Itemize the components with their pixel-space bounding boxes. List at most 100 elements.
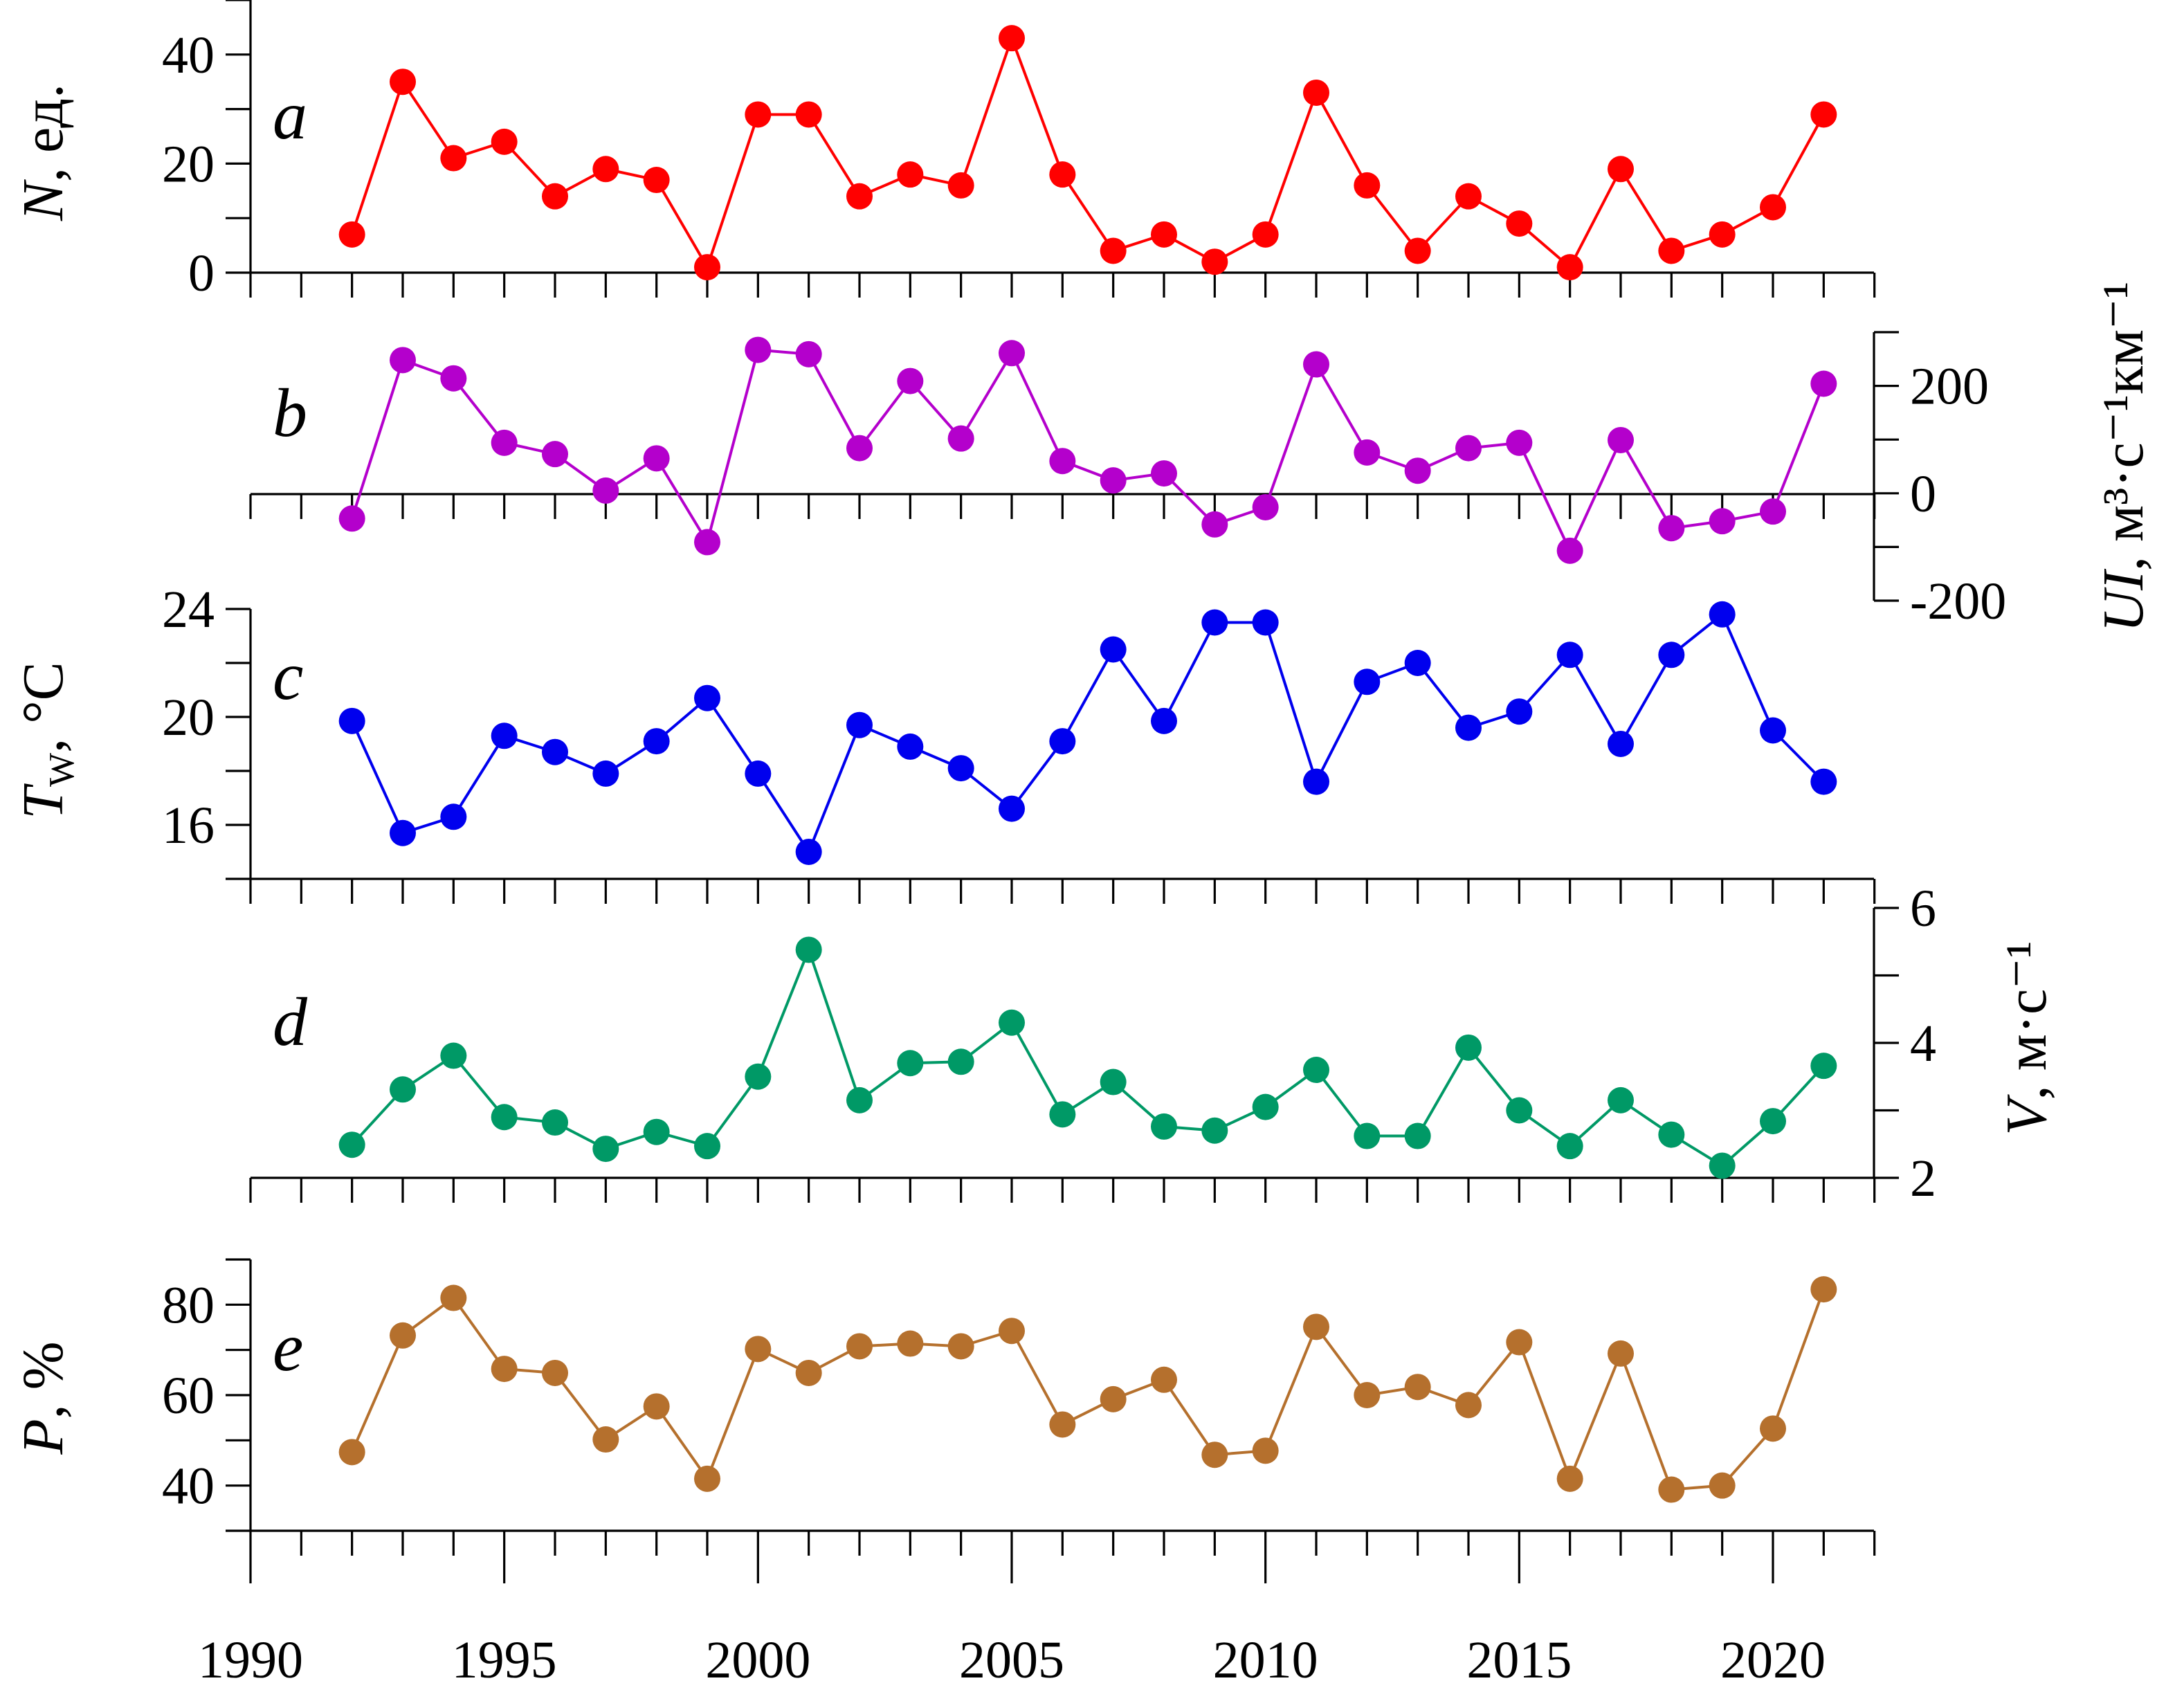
x-tick-label: 2000 — [705, 1631, 810, 1689]
data-point-d-2010 — [1252, 1093, 1279, 1120]
y-tick-label: -200 — [1910, 572, 2006, 630]
data-point-e-1997 — [592, 1426, 619, 1453]
data-point-a-2013 — [1404, 237, 1431, 264]
x-tick-label: 2020 — [1720, 1631, 1826, 1689]
data-point-b-2005 — [999, 340, 1025, 367]
series-line-e — [350, 1289, 1826, 1491]
y-axis-label: UI, м³·с⁻¹км⁻¹ — [2091, 281, 2156, 632]
data-point-e-1993 — [390, 1322, 416, 1349]
data-point-b-2015 — [1506, 429, 1533, 456]
data-point-b-2014 — [1455, 435, 1482, 462]
data-point-a-2019 — [1709, 221, 1736, 248]
data-point-a-2009 — [1201, 248, 1228, 275]
y-tick-label: 20 — [162, 135, 215, 193]
data-point-b-2018 — [1658, 515, 1685, 542]
panel-a: 0 20 40 N, ед. a — [11, 0, 1876, 302]
y-tick-label: 20 — [162, 689, 215, 747]
series-line-b — [350, 348, 1826, 554]
data-point-c-2019 — [1709, 601, 1736, 628]
data-point-d-2011 — [1303, 1057, 1329, 1083]
y-label-unit: , ед. — [11, 84, 75, 182]
data-point-a-1996 — [542, 183, 568, 210]
data-point-d-2012 — [1354, 1122, 1381, 1149]
data-point-e-2003 — [897, 1330, 924, 1357]
data-point-e-1998 — [643, 1393, 670, 1420]
data-point-d-2020 — [1760, 1108, 1786, 1135]
data-point-a-2012 — [1354, 172, 1381, 199]
y-tick-label: 0 — [1910, 465, 1936, 523]
data-point-a-2000 — [745, 101, 772, 128]
x-tick-label: 1995 — [452, 1631, 557, 1689]
panel-c: 16 20 24 TW, °C c — [11, 581, 1876, 904]
y-tick-label: 6 — [1910, 880, 1936, 938]
data-point-e-2019 — [1709, 1472, 1736, 1499]
data-point-c-2012 — [1354, 668, 1381, 695]
data-point-a-2014 — [1455, 183, 1482, 210]
data-point-c-2013 — [1404, 650, 1431, 676]
data-point-d-2007 — [1100, 1068, 1127, 1095]
data-point-d-2004 — [947, 1048, 974, 1075]
series-line-a — [350, 34, 1826, 271]
data-point-c-2017 — [1608, 731, 1634, 757]
panel-b: -200 0 200 UI, м³·с⁻¹км⁻¹ b — [249, 281, 2156, 633]
data-point-b-2011 — [1303, 351, 1329, 378]
data-point-e-2018 — [1658, 1476, 1685, 1503]
data-point-c-2006 — [1049, 728, 1076, 755]
data-point-e-2017 — [1608, 1340, 1634, 1367]
data-point-b-2000 — [745, 336, 772, 363]
data-point-e-2021 — [1810, 1276, 1837, 1303]
data-point-d-1993 — [390, 1076, 416, 1103]
data-point-a-1997 — [592, 156, 619, 183]
data-point-e-1995 — [491, 1356, 518, 1383]
data-point-d-1994 — [440, 1042, 467, 1069]
y-label-variable: N — [11, 179, 75, 221]
data-point-e-2010 — [1252, 1437, 1279, 1464]
data-point-c-2005 — [999, 795, 1025, 822]
y-tick-label: 40 — [162, 26, 215, 84]
data-point-e-2009 — [1201, 1441, 1228, 1468]
data-point-e-1992 — [338, 1439, 365, 1466]
data-point-c-2011 — [1303, 768, 1329, 795]
data-point-d-2003 — [897, 1050, 924, 1077]
data-point-b-2004 — [947, 425, 974, 452]
data-point-b-1995 — [491, 429, 518, 456]
series-line-c — [350, 612, 1825, 855]
data-point-c-1993 — [390, 819, 416, 846]
data-point-c-2002 — [846, 711, 873, 738]
data-point-e-1999 — [694, 1465, 720, 1492]
y-tick-label: 0 — [188, 244, 215, 302]
data-point-e-2007 — [1100, 1385, 1127, 1412]
data-point-e-2020 — [1760, 1415, 1786, 1442]
data-point-a-2011 — [1303, 79, 1329, 106]
data-point-d-1996 — [542, 1109, 568, 1136]
data-point-e-1994 — [440, 1284, 467, 1311]
data-point-e-2015 — [1506, 1329, 1533, 1356]
data-point-e-2011 — [1303, 1313, 1329, 1340]
data-point-a-2001 — [795, 101, 822, 128]
y-label-variable: V — [1994, 1094, 2059, 1136]
y-label-unit: , % — [11, 1341, 75, 1419]
data-point-d-1998 — [643, 1118, 670, 1145]
data-point-b-1994 — [440, 365, 467, 392]
data-point-a-2007 — [1100, 237, 1127, 264]
data-point-b-2016 — [1556, 537, 1583, 564]
data-point-b-2017 — [1608, 426, 1634, 453]
data-point-d-1995 — [491, 1104, 518, 1131]
y-axis-label: N, ед. — [11, 84, 75, 221]
data-point-c-2004 — [947, 755, 974, 782]
data-point-c-2014 — [1455, 714, 1482, 741]
data-point-c-1999 — [694, 684, 720, 711]
data-point-a-1999 — [694, 254, 720, 281]
data-point-a-2003 — [897, 161, 924, 188]
data-point-b-2003 — [897, 367, 924, 394]
y-tick-label: 200 — [1910, 358, 1989, 416]
panel-letter: e — [273, 1309, 303, 1385]
data-point-c-2003 — [897, 733, 924, 760]
y-label-unit: , °C — [11, 662, 75, 753]
data-point-d-1992 — [338, 1131, 365, 1158]
data-point-d-2006 — [1049, 1101, 1076, 1128]
x-tick-label: 2015 — [1466, 1631, 1572, 1689]
y-axis-label: P, % — [11, 1341, 75, 1455]
data-point-d-2002 — [846, 1086, 873, 1113]
y-label-unit: , м·с⁻¹ — [1994, 940, 2059, 1100]
